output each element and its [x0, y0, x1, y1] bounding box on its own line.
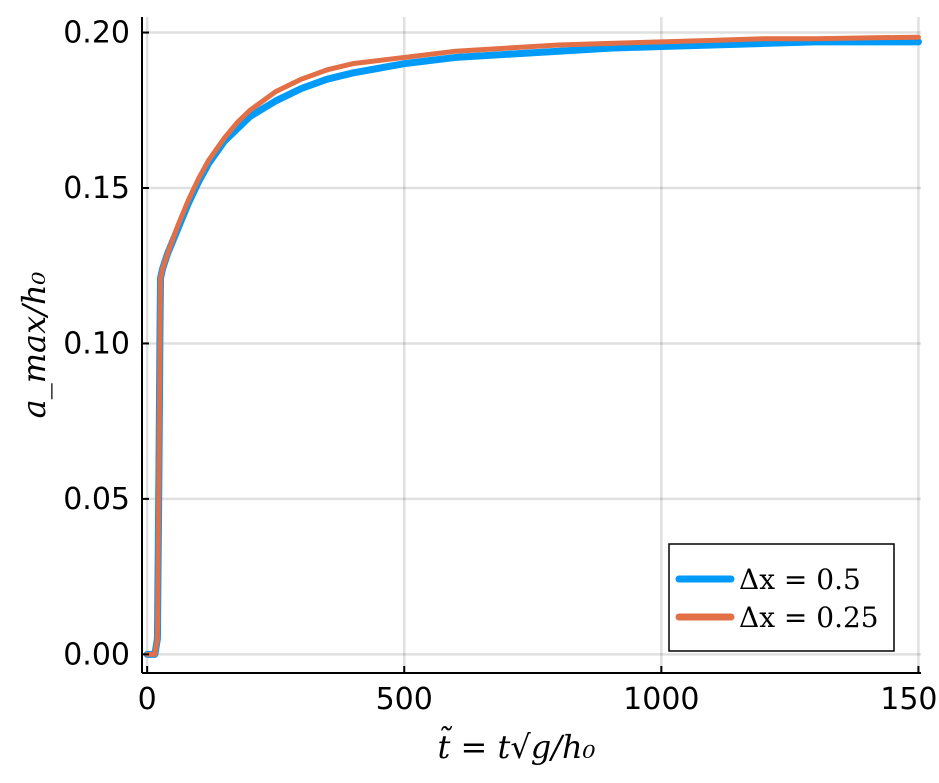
y-tick-label: 0.00 [63, 637, 130, 672]
y-tick-label: 0.15 [63, 171, 130, 206]
grid [142, 17, 921, 673]
legend: Δx = 0.5 Δx = 0.25 [668, 543, 895, 652]
x-tick-label: 1000 [623, 682, 699, 717]
series-layer [143, 34, 922, 658]
y-tick-label: 0.10 [63, 326, 130, 361]
legend-label-series-0: Δx = 0.5 [739, 563, 861, 596]
y-tick-label: 0.20 [63, 16, 130, 51]
x-axis-label: t̃ = t√g/h₀ [438, 727, 596, 766]
axes [141, 17, 921, 674]
y-tick-label: 0.05 [63, 482, 130, 517]
x-tick-label: 500 [376, 682, 433, 717]
x-tick-label: 0 [138, 682, 157, 717]
series-line-1 [144, 34, 921, 657]
legend-label-series-1: Δx = 0.25 [739, 601, 879, 634]
y-axis-label: a_max/h₀ [15, 271, 53, 418]
legend-box [668, 543, 895, 652]
